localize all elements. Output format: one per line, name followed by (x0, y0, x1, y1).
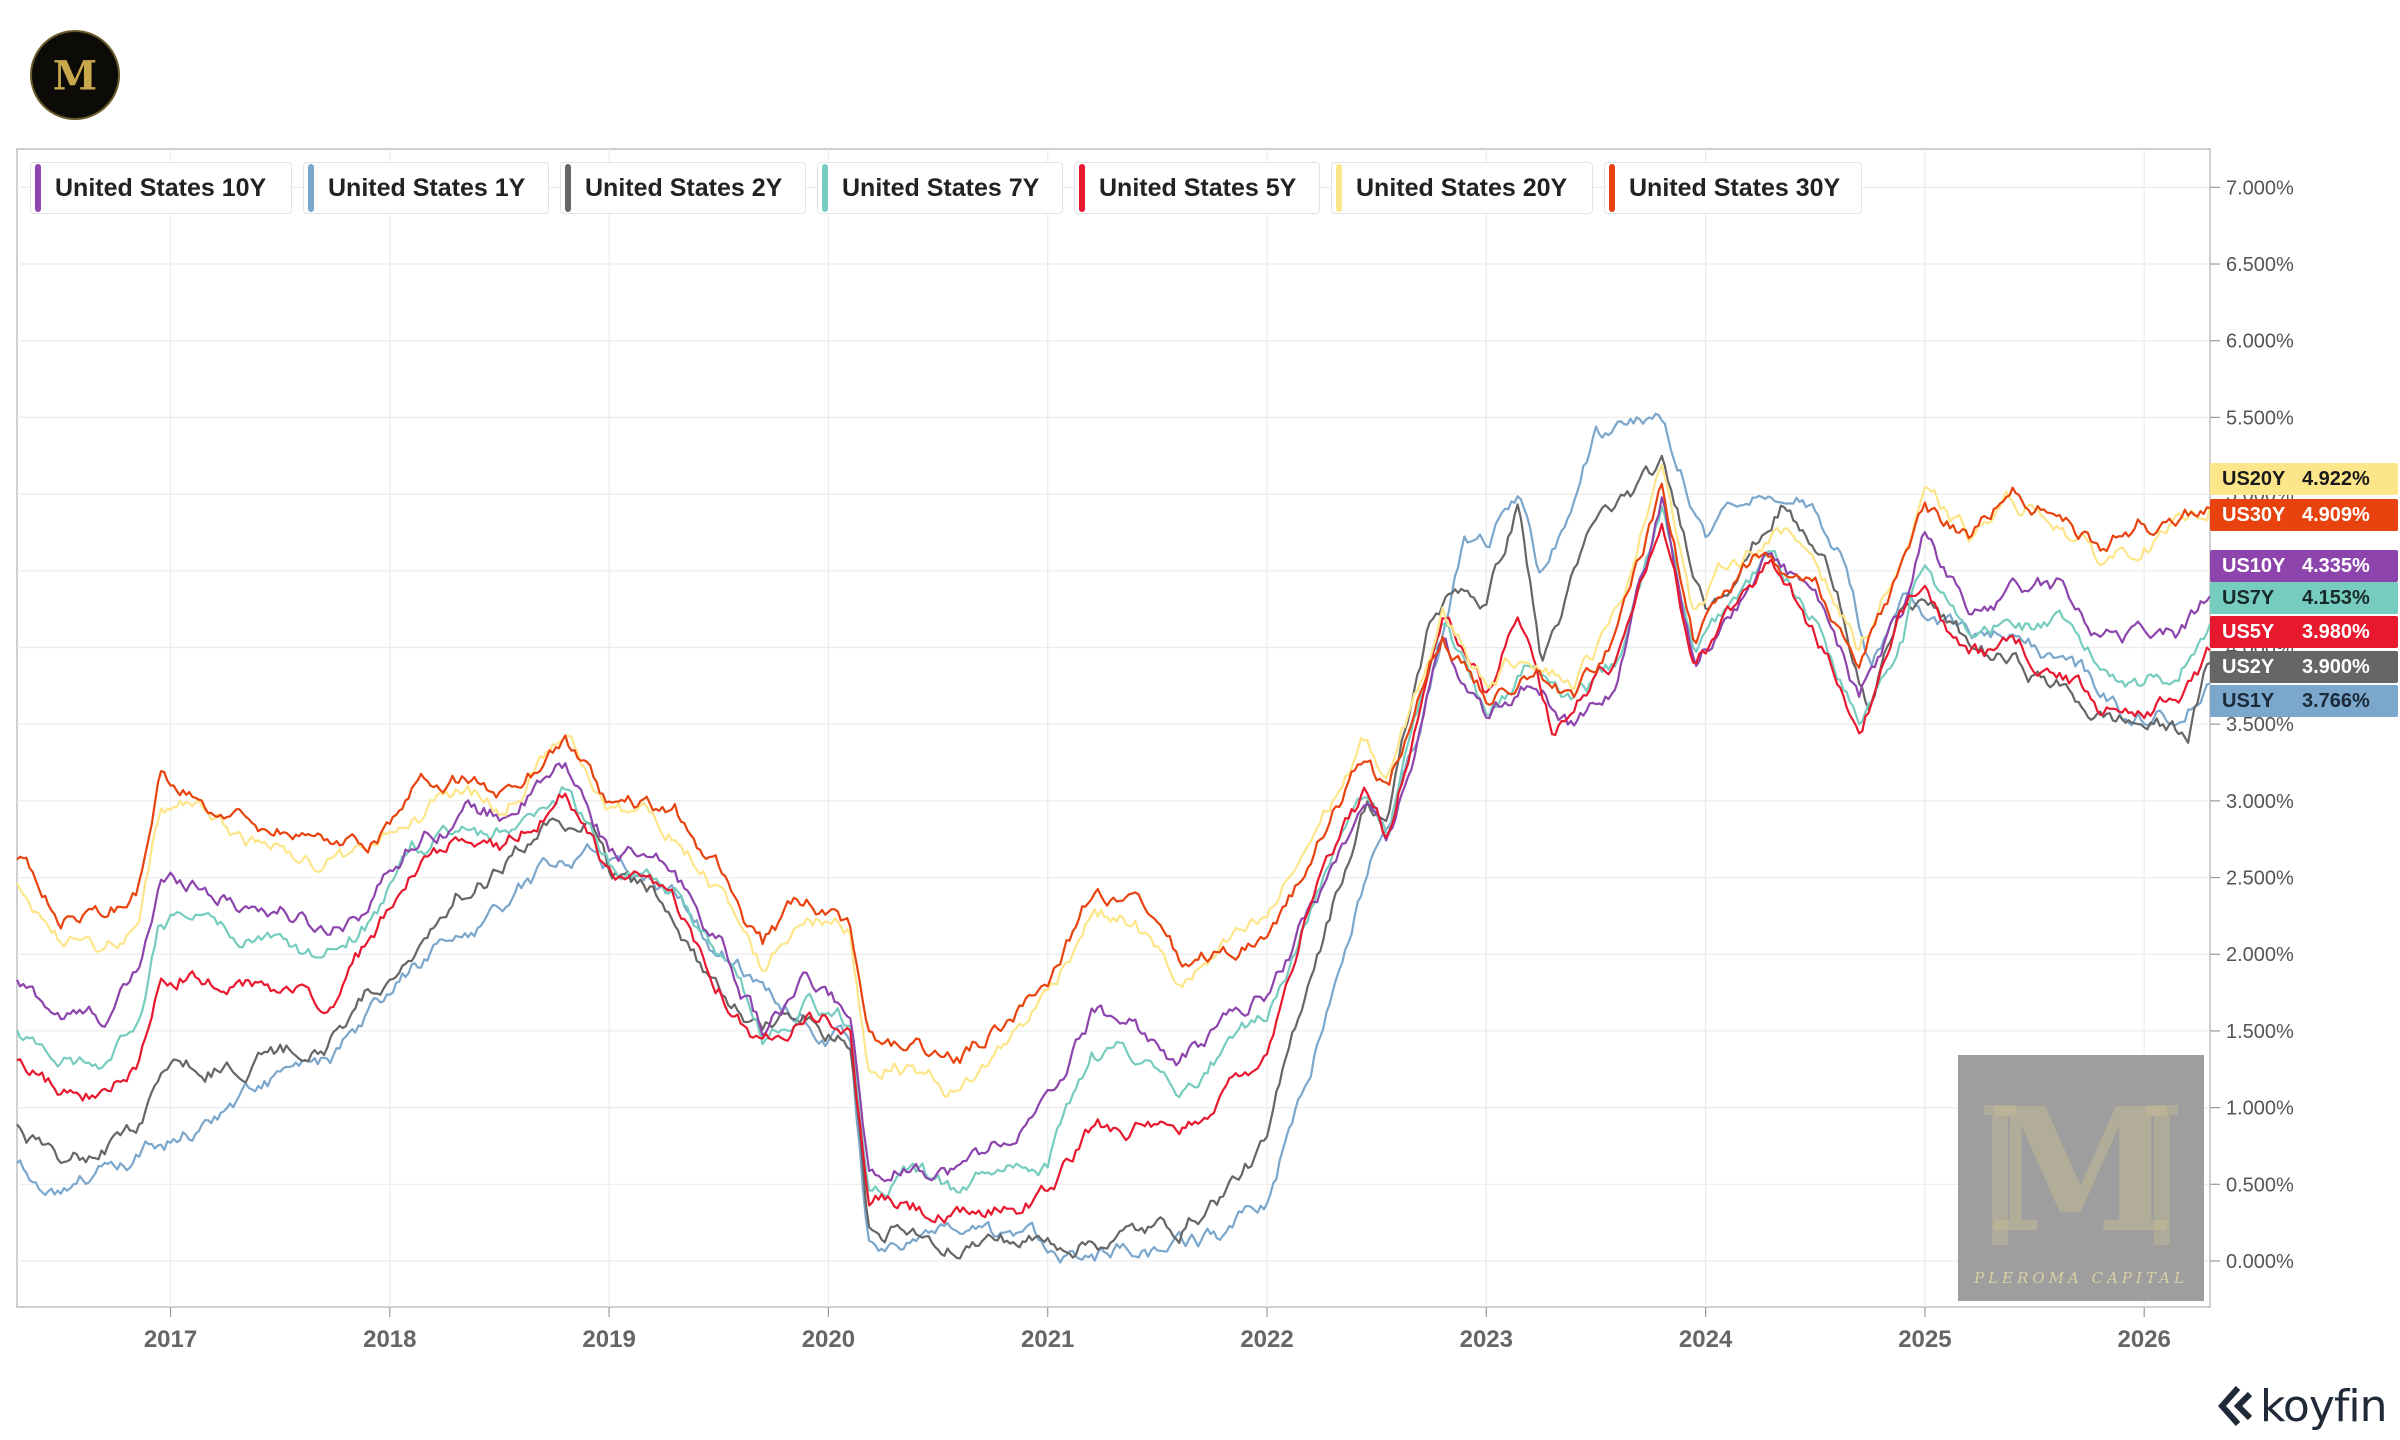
legend-swatch (35, 164, 41, 212)
pleroma-capital-watermark: M PLEROMA CAPITAL (1958, 1055, 2204, 1301)
x-tick-label: 2026 (2118, 1326, 2171, 1353)
tag-series-name: US7Y (2222, 586, 2275, 609)
watermark-emblem-icon: M (1984, 1071, 2178, 1271)
legend-item-us10y[interactable]: United States 10Y (30, 162, 292, 214)
legend-swatch (1336, 164, 1342, 212)
legend-swatch (1079, 164, 1085, 212)
last-value-tag-us2y: US2Y 3.900% (2210, 651, 2398, 683)
legend-swatch (565, 164, 571, 212)
legend-swatch (1609, 164, 1615, 212)
tag-series-name: US30Y (2222, 503, 2286, 526)
legend-label: United States 7Y (842, 173, 1040, 202)
tag-last-value: 3.900% (2302, 655, 2370, 678)
legend-label: United States 5Y (1099, 173, 1297, 202)
tag-last-value: 4.153% (2302, 586, 2370, 609)
legend-item-us1y[interactable]: United States 1Y (303, 162, 549, 214)
legend-swatch (822, 164, 828, 212)
monogram-m-icon: M (53, 52, 97, 99)
y-tick-label: 6.000% (2226, 331, 2294, 353)
legend-item-us5y[interactable]: United States 5Y (1074, 162, 1320, 214)
svg-text:M: M (53, 52, 97, 99)
y-tick-label: 2.000% (2226, 944, 2294, 966)
y-tick-label: 1.500% (2226, 1021, 2294, 1043)
legend-swatch (308, 164, 314, 212)
x-tick-label: 2017 (144, 1326, 197, 1353)
last-value-tag-us1y: US1Y 3.766% (2210, 685, 2398, 717)
y-tick-label: 2.500% (2226, 868, 2294, 890)
y-tick-label: 3.000% (2226, 791, 2294, 813)
x-tick-label: 2024 (1679, 1326, 1733, 1353)
tag-last-value: 3.766% (2302, 689, 2370, 712)
series-line-us7y (15, 505, 2212, 1198)
y-tick-label: 5.500% (2226, 407, 2294, 429)
legend-item-us20y[interactable]: United States 20Y (1331, 162, 1593, 214)
series-line-us1y (16, 412, 2211, 1264)
tag-series-name: US2Y (2222, 655, 2275, 678)
tag-series-name: US1Y (2222, 689, 2275, 712)
y-tick-label: 6.500% (2226, 254, 2294, 276)
tag-series-name: US10Y (2222, 554, 2286, 577)
legend-item-us30y[interactable]: United States 30Y (1604, 162, 1862, 214)
x-tick-label: 2018 (363, 1326, 416, 1353)
x-tick-label: 2023 (1460, 1326, 1513, 1353)
tag-series-name: US20Y (2222, 467, 2286, 490)
last-value-tag-us30y: US30Y 4.909% (2210, 499, 2398, 531)
series-line-us30y (16, 482, 2211, 1065)
series-line-us2y (16, 454, 2211, 1260)
legend-label: United States 10Y (55, 173, 267, 202)
last-value-tag-us7y: US7Y 4.153% (2210, 582, 2398, 614)
series-line-us5y (16, 522, 2211, 1224)
x-tick-label: 2020 (802, 1326, 855, 1353)
koyfin-wordmark: koyfin (2260, 1380, 2387, 1432)
x-tick-label: 2022 (1240, 1326, 1293, 1353)
watermark-text: PLEROMA CAPITAL (1974, 1269, 2188, 1287)
brand-logo: M (30, 30, 120, 120)
x-tick-label: 2021 (1021, 1326, 1074, 1353)
koyfin-chevron-icon (2217, 1386, 2253, 1426)
x-tick-label: 2019 (582, 1326, 635, 1353)
y-tick-label: 0.000% (2226, 1251, 2294, 1273)
x-tick-label: 2025 (1898, 1326, 1951, 1353)
y-tick-label: 1.000% (2226, 1098, 2294, 1120)
y-tick-label: 3.500% (2226, 714, 2294, 736)
tag-series-name: US5Y (2222, 620, 2275, 643)
series-line-us20y (16, 463, 2212, 1098)
legend-item-us2y[interactable]: United States 2Y (560, 162, 806, 214)
koyfin-brand[interactable]: koyfin (2212, 1378, 2387, 1434)
legend-label: United States 2Y (585, 173, 783, 202)
legend-item-us7y[interactable]: United States 7Y (817, 162, 1063, 214)
legend-label: United States 1Y (328, 173, 526, 202)
tag-last-value: 4.909% (2302, 503, 2370, 526)
tag-last-value: 3.980% (2302, 620, 2370, 643)
y-tick-label: 0.500% (2226, 1174, 2294, 1196)
y-tick-label: 7.000% (2226, 177, 2294, 199)
last-value-tag-us20y: US20Y 4.922% (2210, 463, 2398, 495)
last-value-tag-us5y: US5Y 3.980% (2210, 616, 2398, 648)
tag-last-value: 4.922% (2302, 467, 2370, 490)
legend-label: United States 30Y (1629, 173, 1841, 202)
plot-frame (16, 148, 2211, 1308)
last-value-tag-us10y: US10Y 4.335% (2210, 550, 2398, 582)
svg-text:M: M (1987, 1071, 2175, 1271)
legend-label: United States 20Y (1356, 173, 1568, 202)
series-line-us10y (16, 496, 2211, 1183)
tag-last-value: 4.335% (2302, 554, 2370, 577)
